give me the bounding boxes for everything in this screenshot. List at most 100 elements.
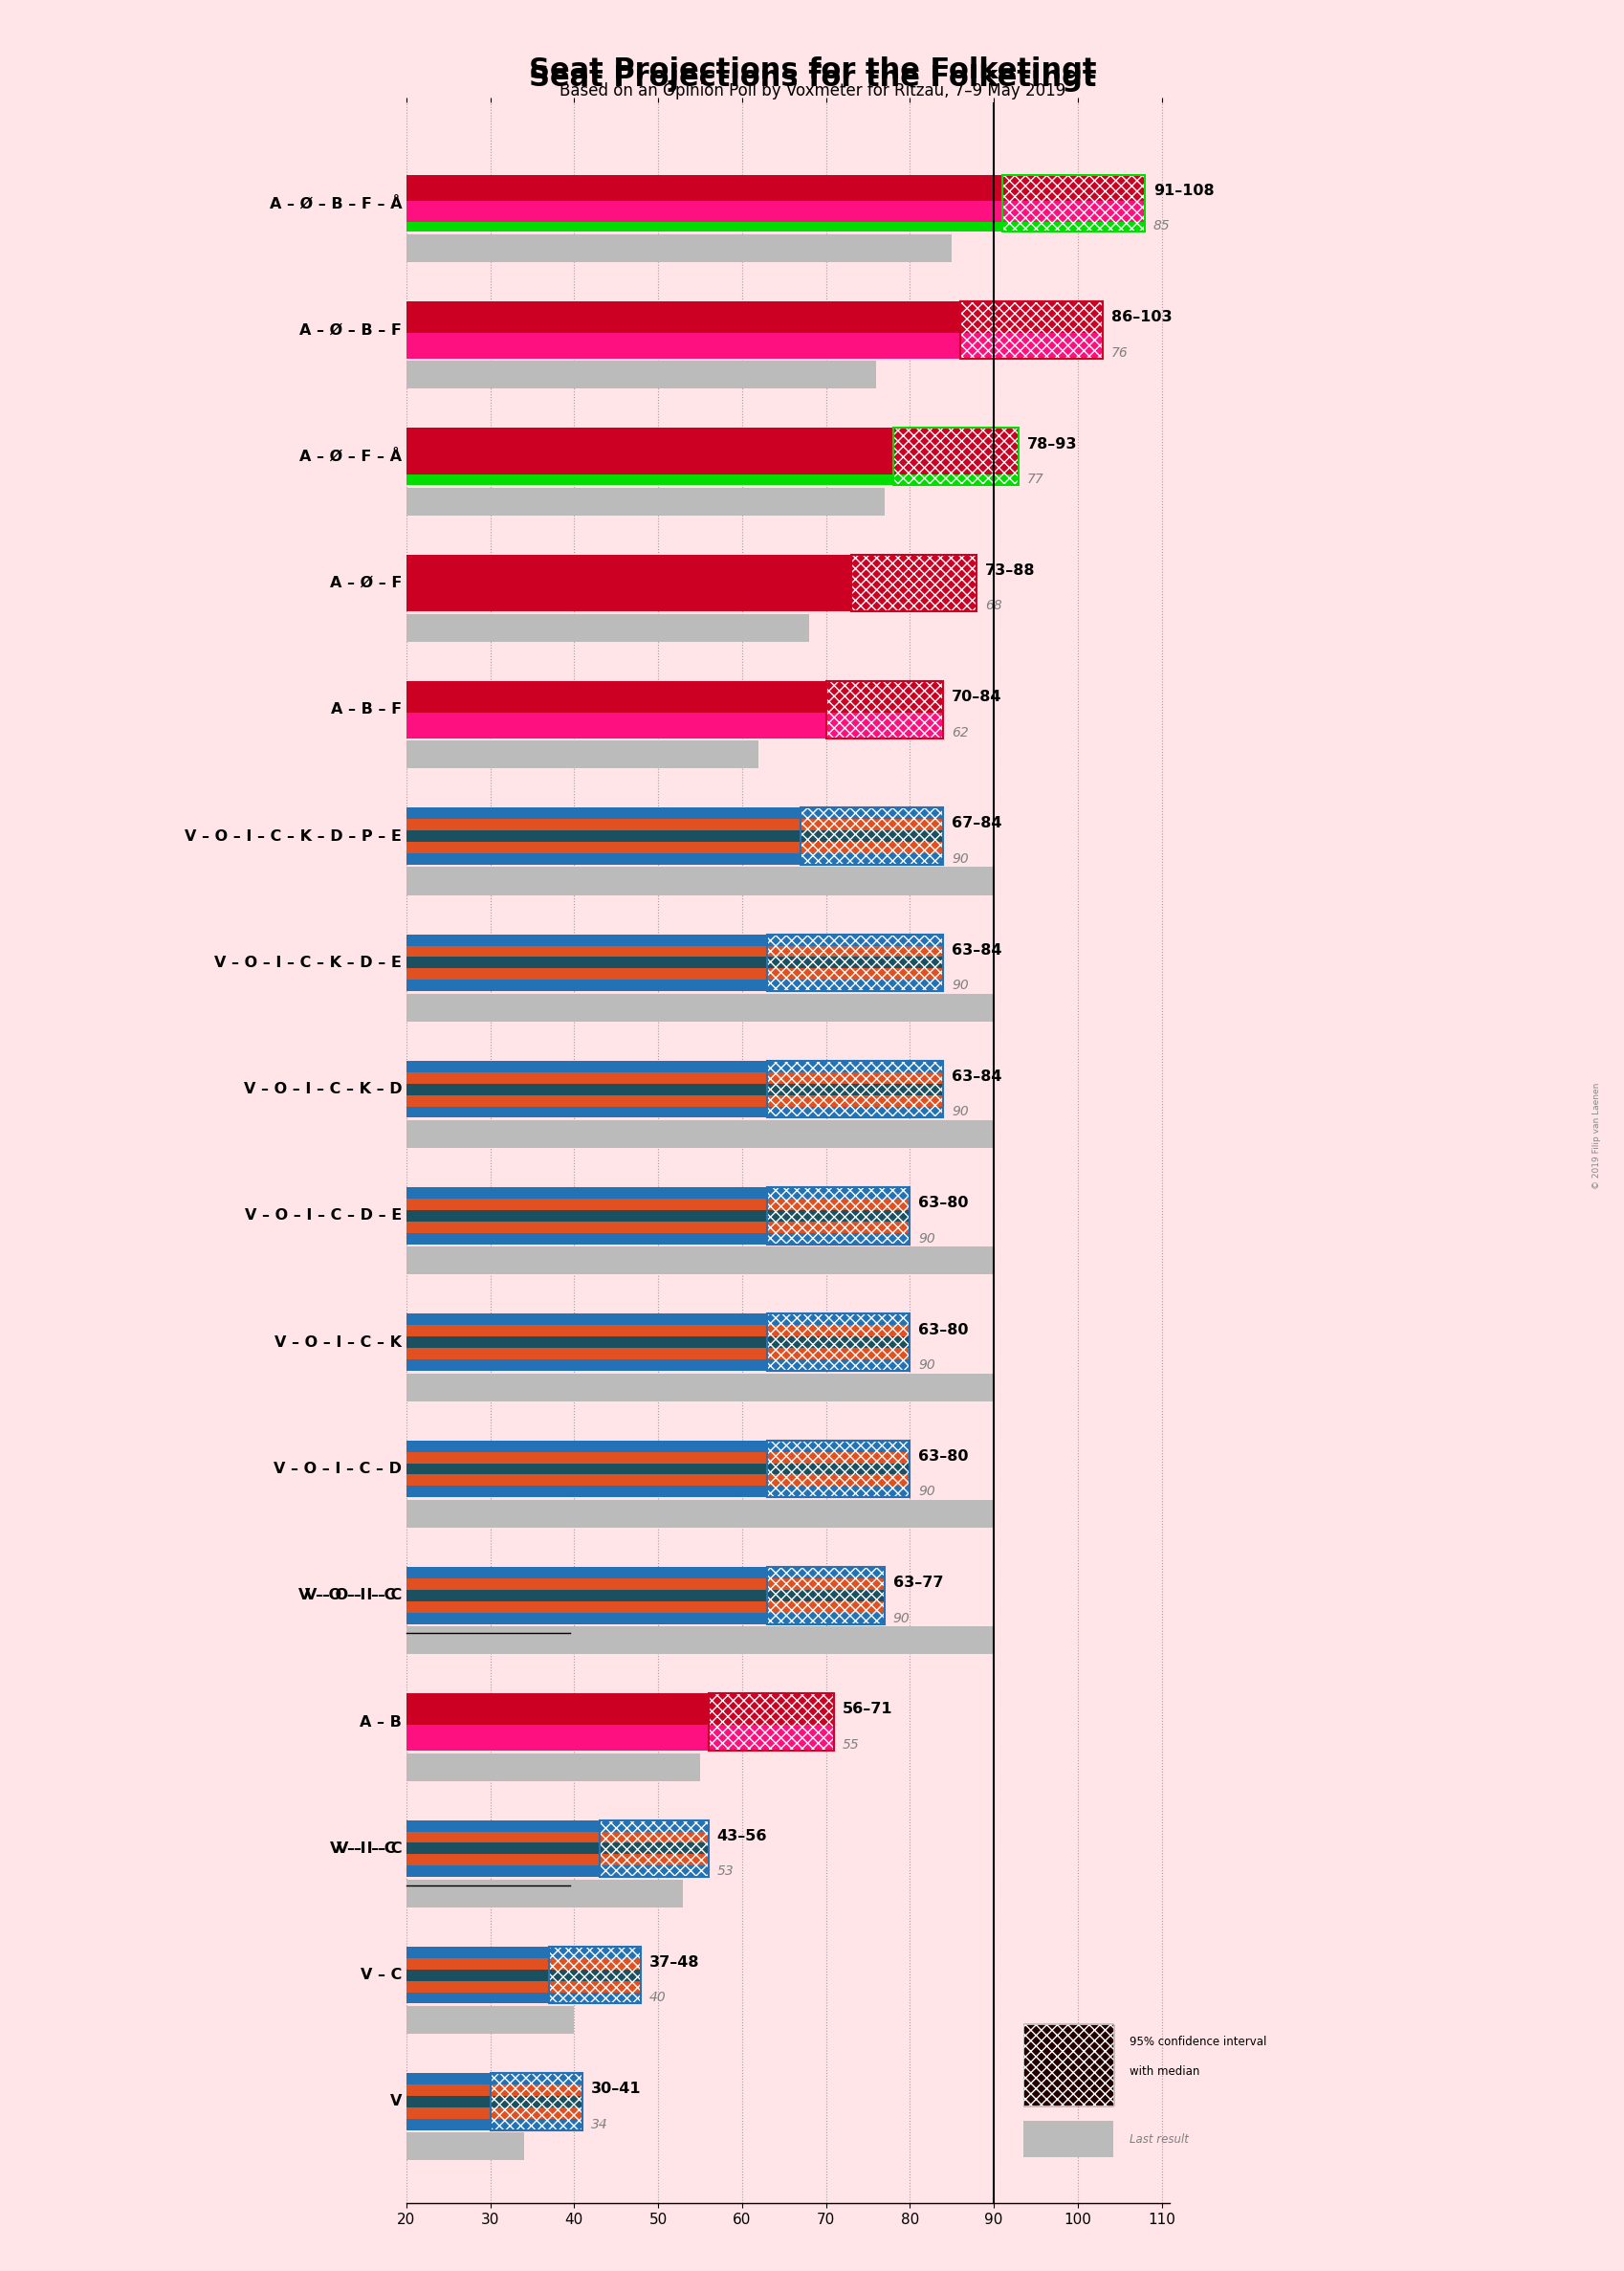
Bar xyxy=(239,1626,994,1653)
Text: V – O – I – C – K – D: V – O – I – C – K – D xyxy=(244,1081,401,1097)
Bar xyxy=(239,1969,549,1980)
Text: 90: 90 xyxy=(893,1612,909,1626)
Bar xyxy=(767,933,944,990)
Bar xyxy=(239,234,952,261)
Text: A – B: A – B xyxy=(361,1715,401,1728)
Bar xyxy=(490,2096,581,2107)
Bar xyxy=(767,1567,883,1624)
Bar xyxy=(767,1106,944,1117)
Bar xyxy=(239,854,801,865)
Bar xyxy=(599,1819,708,1830)
Bar xyxy=(767,1440,909,1497)
Bar xyxy=(239,1880,682,1908)
Bar xyxy=(549,1946,641,2003)
Bar xyxy=(708,1726,833,1751)
Text: 30–41: 30–41 xyxy=(591,2083,641,2096)
Text: 90: 90 xyxy=(952,1106,968,1120)
Bar xyxy=(239,223,1002,232)
Bar xyxy=(1002,175,1145,232)
Bar xyxy=(599,1853,708,1864)
Bar xyxy=(1023,2026,1112,2105)
Bar xyxy=(960,302,1103,334)
Text: 53: 53 xyxy=(716,1864,734,1878)
Bar xyxy=(239,843,801,854)
Bar xyxy=(239,1374,994,1401)
Bar xyxy=(239,200,1002,223)
Text: Last result: Last result xyxy=(1129,2132,1187,2146)
Bar xyxy=(239,713,825,738)
Bar xyxy=(239,1946,549,1958)
Bar xyxy=(490,2119,581,2130)
Bar xyxy=(239,945,767,956)
Bar xyxy=(767,1451,909,1463)
Text: 34: 34 xyxy=(591,2119,607,2130)
Text: 63–80: 63–80 xyxy=(918,1449,968,1463)
Bar xyxy=(960,302,1103,359)
Bar xyxy=(239,1612,767,1624)
Bar xyxy=(767,1188,909,1245)
Bar xyxy=(239,1864,599,1878)
Bar xyxy=(239,475,893,486)
Bar xyxy=(767,1601,883,1612)
Text: V – O – I – C – K – D – P – E: V – O – I – C – K – D – P – E xyxy=(185,829,401,843)
Text: Seat Projections for the Folketingt: Seat Projections for the Folketingt xyxy=(528,57,1096,84)
Bar xyxy=(239,1463,767,1474)
Bar xyxy=(239,334,960,359)
Bar xyxy=(767,1338,909,1349)
Text: 90: 90 xyxy=(918,1231,935,1245)
Text: 68: 68 xyxy=(984,600,1002,613)
Text: V – O – I – C – D: V – O – I – C – D xyxy=(274,1463,401,1476)
Bar xyxy=(1002,223,1145,232)
Bar xyxy=(239,808,801,820)
Bar xyxy=(239,1578,767,1590)
Bar xyxy=(239,868,994,895)
Bar xyxy=(767,1061,944,1117)
Bar xyxy=(239,1980,549,1992)
Bar xyxy=(239,1222,767,1233)
Bar xyxy=(767,1567,883,1578)
Bar xyxy=(239,1567,767,1578)
Bar xyxy=(767,1072,944,1083)
Bar xyxy=(599,1819,708,1878)
Bar xyxy=(767,1199,909,1210)
Text: 85: 85 xyxy=(1153,220,1169,234)
Bar xyxy=(239,1210,767,1222)
Bar xyxy=(239,2119,490,2130)
Bar xyxy=(239,1083,767,1095)
Text: V: V xyxy=(390,2094,401,2110)
Text: 63–84: 63–84 xyxy=(952,1070,1002,1083)
Bar xyxy=(239,1499,994,1528)
Bar xyxy=(239,995,994,1022)
Bar xyxy=(239,1819,599,1830)
Bar xyxy=(1002,175,1145,200)
Bar xyxy=(239,1061,767,1072)
Bar xyxy=(239,613,809,643)
Bar xyxy=(239,1072,767,1083)
Text: with median: with median xyxy=(1129,2067,1199,2078)
Bar xyxy=(767,1061,944,1072)
Bar xyxy=(239,2073,490,2085)
Bar xyxy=(239,2132,523,2160)
Bar xyxy=(239,1360,767,1372)
Bar xyxy=(490,2073,581,2130)
Bar xyxy=(239,1958,549,1969)
Bar xyxy=(239,979,767,990)
Text: A – B – F: A – B – F xyxy=(331,702,401,718)
Text: V – O – I – C – K: V – O – I – C – K xyxy=(274,1335,401,1349)
Bar xyxy=(239,1106,767,1117)
Bar xyxy=(239,2107,490,2119)
Bar xyxy=(239,740,758,768)
Bar xyxy=(239,1590,767,1601)
Bar xyxy=(767,1315,909,1372)
Text: V – O – I – C: V – O – I – C xyxy=(299,1587,395,1603)
Bar xyxy=(801,808,944,865)
Bar xyxy=(239,1326,767,1338)
Bar xyxy=(549,1992,641,2003)
Bar xyxy=(549,1946,641,1958)
Bar xyxy=(239,1440,767,1451)
Bar xyxy=(239,1188,767,1199)
Text: 90: 90 xyxy=(952,852,968,865)
Bar xyxy=(767,1567,883,1624)
Bar xyxy=(239,1753,700,1780)
Bar xyxy=(767,1188,909,1199)
